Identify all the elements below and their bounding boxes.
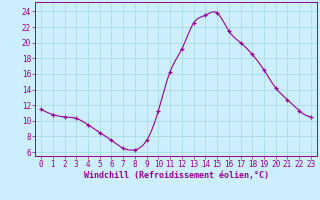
X-axis label: Windchill (Refroidissement éolien,°C): Windchill (Refroidissement éolien,°C) [84,171,268,180]
